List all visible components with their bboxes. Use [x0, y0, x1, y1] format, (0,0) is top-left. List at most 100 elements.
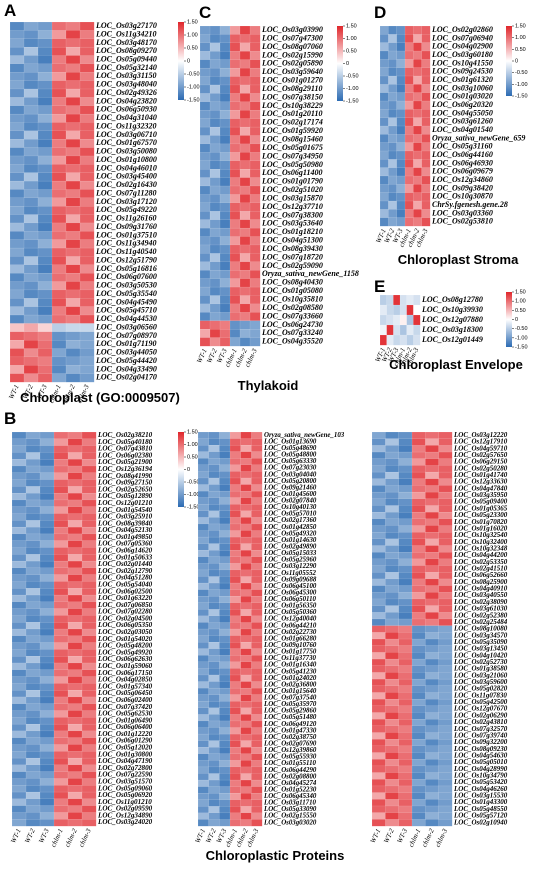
- heatmap-cell: [65, 21, 81, 31]
- heatmap-cell: [9, 289, 25, 299]
- row-label: LOC_Os04g44200: [453, 551, 508, 559]
- heatmap-cell: [239, 312, 251, 322]
- row-label: LOC_Os01g14630: [263, 537, 317, 544]
- heatmap-cell: [23, 239, 39, 249]
- heatmap-cell: [251, 615, 263, 623]
- heatmap-cell: [37, 331, 53, 341]
- heatmap-cell: [229, 563, 242, 571]
- heatmap-cell: [413, 314, 421, 326]
- row-label: LOC_Os01g30800: [97, 750, 153, 758]
- heatmap-cell: [239, 236, 251, 246]
- heatmap-cell: [199, 118, 211, 128]
- heatmap-cell: [438, 805, 453, 813]
- heatmap-cell: [11, 778, 27, 786]
- heatmap-cell: [81, 465, 97, 474]
- heatmap-cell: [229, 101, 241, 111]
- heatmap-cell: [208, 451, 220, 459]
- heatmap-cell: [371, 632, 386, 640]
- column-label: chlm-3: [434, 827, 450, 848]
- heatmap-cell: [219, 812, 231, 820]
- heatmap-cell: [39, 459, 55, 467]
- row-label: LOC_Os03g27170: [95, 21, 157, 30]
- heatmap-cell: [23, 206, 39, 215]
- row-label: LOC_Os01g06490: [97, 716, 153, 724]
- heatmap-cell: [229, 635, 242, 643]
- heatmap-cell: [197, 602, 210, 610]
- heatmap-cell: [229, 337, 241, 347]
- heatmap-cell: [208, 701, 220, 709]
- heatmap-cell: [229, 458, 242, 466]
- row-label: LOC_Os07g23030: [263, 465, 317, 472]
- heatmap-cell: [438, 665, 453, 673]
- heatmap-cell: [65, 189, 81, 199]
- heatmap-cell: [23, 197, 39, 207]
- row-label: LOC_Os01g01270: [261, 76, 323, 85]
- heatmap-cell: [239, 219, 251, 229]
- heatmap-cell: [9, 122, 25, 132]
- heatmap-cell: [67, 459, 83, 467]
- heatmap-cell: [371, 745, 386, 753]
- heatmap-cell: [39, 764, 55, 773]
- heatmap-cell: [388, 150, 398, 160]
- heatmap-cell: [53, 506, 69, 514]
- heatmap-cell: [398, 685, 413, 693]
- heatmap-cell: [11, 676, 27, 684]
- heatmap-cell: [411, 685, 426, 693]
- heatmap-cell: [67, 438, 83, 446]
- heatmap-cell: [25, 710, 41, 718]
- heatmap-cell: [239, 320, 251, 330]
- heatmap-cell: [25, 798, 41, 806]
- heatmap-cell: [11, 689, 27, 698]
- heatmap-cell: [197, 563, 210, 571]
- heatmap-cell: [425, 465, 440, 473]
- heatmap-cell: [39, 499, 55, 508]
- heatmap-cell: [81, 649, 97, 657]
- heatmap-cell: [251, 431, 263, 439]
- heatmap-cell: [396, 125, 406, 135]
- heatmap-cell: [406, 314, 414, 326]
- heatmap-cell: [371, 552, 386, 560]
- row-label: LOC_Os02g52650: [97, 485, 153, 493]
- heatmap-cell: [25, 574, 41, 582]
- heatmap-cell: [388, 167, 398, 177]
- row-label: LOC_Os05g06920: [97, 791, 153, 799]
- row-label: LOC_Os03g40550: [453, 591, 508, 599]
- row-label: LOC_Os04g23820: [95, 96, 157, 105]
- heatmap-cell: [81, 791, 97, 800]
- heatmap-cell: [79, 348, 95, 358]
- heatmap-cell: [425, 625, 440, 633]
- heatmap-cell: [251, 760, 263, 768]
- heatmap-cell: [53, 459, 69, 467]
- heatmap-cell: [219, 628, 231, 636]
- heatmap-cell: [208, 484, 220, 492]
- heatmap-cell: [251, 576, 263, 584]
- row-label: LOC_Os04g47190: [97, 757, 153, 765]
- heatmap-cell: [219, 655, 231, 663]
- heatmap-cell: [406, 334, 414, 346]
- heatmap-cell: [65, 88, 81, 98]
- heatmap-cell: [37, 339, 53, 349]
- heatmap-cell: [219, 25, 231, 35]
- heatmap-cell: [208, 740, 220, 748]
- heatmap-cell: [23, 339, 39, 349]
- heatmap-cell: [81, 622, 97, 630]
- heatmap-cell: [51, 365, 67, 374]
- heatmap-cell: [11, 492, 27, 501]
- heatmap-cell: [421, 134, 431, 144]
- heatmap-cell: [425, 645, 440, 653]
- heatmap-cell: [249, 312, 261, 322]
- row-label: LOC_Os10g34790: [453, 772, 508, 780]
- heatmap-cell: [229, 799, 242, 807]
- heatmap-cell: [9, 180, 25, 190]
- heatmap-cell: [438, 672, 453, 680]
- heatmap-cell: [219, 312, 231, 322]
- heatmap-cell: [229, 185, 241, 195]
- heatmap-cell: [411, 799, 426, 807]
- heatmap-cell: [413, 217, 423, 227]
- heatmap-cell: [39, 445, 55, 453]
- heatmap-cell: [79, 281, 95, 291]
- heatmap-cell: [438, 552, 453, 560]
- heatmap-cell: [438, 478, 453, 486]
- heatmap-cell: [197, 556, 210, 564]
- heatmap-cell: [67, 526, 83, 535]
